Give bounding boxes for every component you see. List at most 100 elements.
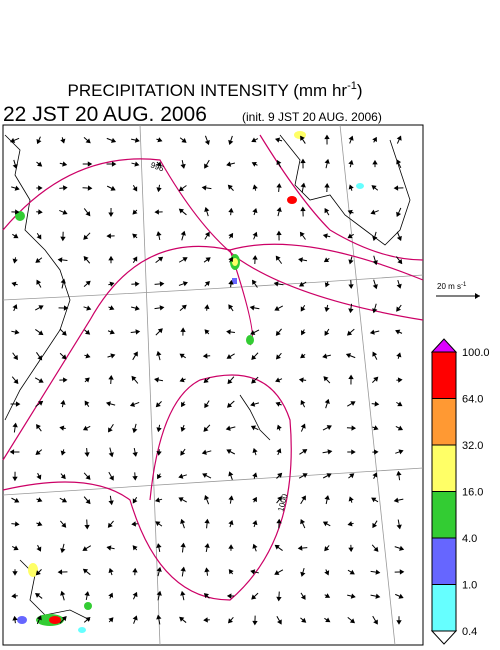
coastline xyxy=(279,134,411,246)
wind-arrowhead xyxy=(371,497,377,503)
rain-cell xyxy=(28,563,38,577)
wind-arrowhead xyxy=(276,424,282,430)
wind-arrowhead xyxy=(202,473,208,478)
wind-arrowhead xyxy=(62,185,68,191)
wind-arrowhead xyxy=(156,427,162,433)
wind-arrowhead xyxy=(324,282,330,288)
isobar xyxy=(229,243,424,281)
wind-arrowhead xyxy=(396,283,402,289)
wind-arrowhead xyxy=(326,425,332,430)
wind-arrowhead xyxy=(252,496,257,503)
wind-arrowhead xyxy=(351,425,357,431)
wind-arrowhead xyxy=(110,185,116,191)
wind-arrowhead xyxy=(82,425,89,431)
wind-arrowhead xyxy=(85,616,91,622)
wind-arrowhead xyxy=(156,543,162,549)
wind-arrowhead xyxy=(180,566,186,572)
wind-arrowhead xyxy=(83,256,89,262)
wind-arrowhead xyxy=(134,281,140,287)
wind-arrowhead xyxy=(108,592,114,598)
wind-arrowhead xyxy=(108,500,114,506)
wind-arrowhead xyxy=(36,139,42,145)
wind-vectors xyxy=(9,134,405,626)
wind-arrowhead xyxy=(84,400,90,406)
wind-legend-exponent: -1 xyxy=(461,282,467,288)
wind-arrowhead xyxy=(36,279,42,285)
wind-arrowhead xyxy=(372,260,378,266)
wind-arrowhead xyxy=(374,449,379,455)
wind-arrowhead xyxy=(159,305,165,311)
wind-arrowhead xyxy=(350,401,356,406)
wind-arrowhead xyxy=(277,472,283,478)
wind-arrowhead xyxy=(60,399,66,405)
wind-arrowhead xyxy=(277,496,283,502)
wind-arrowhead xyxy=(203,378,209,384)
title-text: PRECIPITATION INTENSITY (mm hr xyxy=(67,81,347,100)
wind-arrowhead xyxy=(38,400,44,406)
wind-arrowhead xyxy=(108,375,114,380)
wind-arrowhead xyxy=(228,139,234,145)
wind-arrowhead xyxy=(63,305,69,311)
wind-arrowhead xyxy=(350,593,356,599)
wind-arrowhead xyxy=(157,328,163,334)
wind-arrowhead xyxy=(109,305,115,311)
colorbar: 100.0 64.0 32.0 16.0 4.0 1.0 0.4 xyxy=(430,338,490,645)
wind-arrowhead xyxy=(15,401,21,407)
wind-arrowhead xyxy=(396,470,402,476)
wind-arrowhead xyxy=(132,233,138,239)
wind-arrowhead xyxy=(396,306,401,312)
wind-arrowhead xyxy=(60,236,66,242)
wind-arrowhead xyxy=(87,185,93,191)
map-frame xyxy=(2,124,424,646)
wind-arrowhead xyxy=(203,617,208,623)
wind-arrowhead xyxy=(180,518,186,524)
wind-arrowhead xyxy=(275,255,281,261)
wind-arrowhead xyxy=(228,495,234,501)
wind-arrowhead xyxy=(133,351,138,357)
wind-arrowhead xyxy=(348,284,354,289)
rain-cell xyxy=(78,627,86,633)
rain-cell xyxy=(15,211,25,221)
wind-arrowhead xyxy=(228,304,234,310)
isobar xyxy=(2,245,254,461)
wind-arrowhead xyxy=(251,594,257,600)
colorbar-label: 1.0 xyxy=(462,580,477,592)
wind-arrowhead xyxy=(251,354,257,360)
rain-cell xyxy=(246,335,254,345)
wind-arrowhead xyxy=(322,233,328,239)
wind-arrowhead xyxy=(37,161,43,167)
wind-arrowhead xyxy=(155,521,161,527)
wind-arrowhead xyxy=(276,159,282,166)
wind-arrowhead xyxy=(375,569,381,575)
wind-arrowhead xyxy=(225,425,231,431)
wind-arrowhead xyxy=(297,545,303,551)
wind-arrowhead xyxy=(324,207,330,214)
colorbar-band xyxy=(431,398,457,446)
wind-arrowhead xyxy=(275,330,281,336)
wind-arrowhead xyxy=(252,208,258,214)
wind-arrowhead xyxy=(35,450,41,455)
wind-arrowhead xyxy=(110,353,116,359)
wind-arrowhead xyxy=(324,182,330,188)
wind-arrowhead xyxy=(85,280,91,286)
wind-arrowhead xyxy=(204,231,210,237)
rain-cell xyxy=(294,131,306,139)
wind-arrowhead xyxy=(12,422,18,428)
wind-arrowhead xyxy=(105,401,111,407)
wind-arrowhead xyxy=(348,496,354,502)
wind-arrowhead xyxy=(300,423,306,429)
wind-arrowhead xyxy=(301,495,306,501)
wind-arrowhead xyxy=(348,308,354,314)
wind-arrowhead xyxy=(300,594,306,600)
wind-arrowhead xyxy=(396,135,402,141)
wind-arrowhead xyxy=(85,474,91,480)
wind-arrowhead xyxy=(300,158,306,164)
wind-arrowhead xyxy=(35,257,41,263)
wind-arrowhead xyxy=(132,475,138,481)
wind-arrowhead xyxy=(227,378,233,385)
wind-arrowhead xyxy=(12,571,18,576)
wind-arrowhead xyxy=(61,497,68,503)
wind-arrowhead xyxy=(202,353,208,359)
wind-arrowhead xyxy=(84,591,90,596)
